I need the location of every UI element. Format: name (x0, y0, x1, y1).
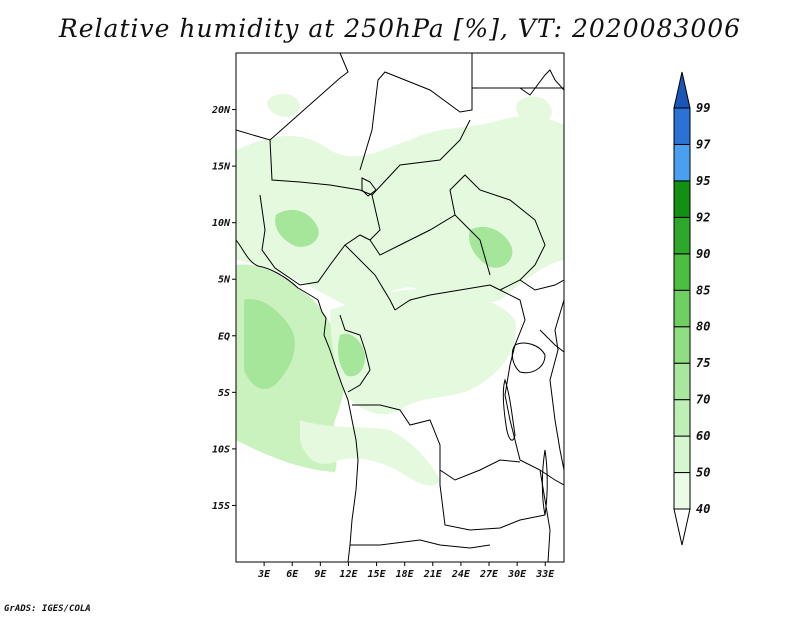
colorbar-segment (673, 289, 691, 328)
lon-tick-label: 33E (535, 569, 555, 580)
colorbar: 40 50 60 70 75 80 85 90 92 95 97 99 (673, 71, 711, 546)
lake-malawi (541, 449, 548, 516)
border-ethiopia (519, 279, 564, 291)
colorbar-segment (673, 107, 691, 145)
border-nigeria (259, 194, 371, 286)
lat-tick-label: 5N (218, 275, 231, 286)
border-drc-south (352, 404, 521, 481)
latitude-axis: 20N 15N 10N 5N EQ 5S 10S 15S (211, 105, 236, 512)
lat-tick-label: 15N (212, 162, 231, 173)
colorbar-level-label: 50 (696, 466, 710, 480)
border-libya-chad (236, 53, 349, 141)
lon-tick-label: 12E (339, 569, 358, 580)
lat-tick-label: 10N (212, 218, 231, 229)
border-niger-chad (269, 139, 381, 241)
colorbar-level-label: 70 (696, 393, 710, 407)
colorbar-segment (673, 180, 691, 218)
border-south-sudan (449, 174, 546, 291)
lake-chad (361, 177, 377, 197)
humidity-patch-4 (275, 209, 319, 247)
map-frame (235, 52, 565, 563)
longitude-axis: 3E 6E 9E 12E 15E 18E 21E 24E 27E 30E 33E (257, 562, 555, 580)
coastline-west (236, 239, 359, 562)
humidity-blob-nw (267, 93, 300, 117)
border-congo-gabon (339, 314, 371, 393)
border-kenya-tanzania (539, 329, 564, 353)
coastline-red-sea (519, 69, 564, 96)
humidity-blob-ne (516, 96, 552, 125)
lon-tick-label: 6E (286, 569, 299, 580)
humidity-patch-1 (244, 299, 295, 390)
lat-tick-label: 20N (211, 105, 231, 116)
colorbar-level-label: 92 (696, 210, 710, 224)
coastline-east (549, 299, 564, 471)
colorbar-segment (673, 143, 691, 182)
humidity-area-south (300, 420, 440, 486)
colorbar-level-label: 90 (696, 247, 710, 261)
colorbar-level-label: 99 (696, 101, 710, 115)
colorbar-min-triangle (673, 508, 691, 546)
lon-tick-label: 18E (396, 569, 415, 580)
humidity-area-north (236, 116, 564, 310)
colorbar-level-label: 95 (696, 174, 710, 188)
lake-tanganyika (502, 378, 516, 441)
colorbar-segment (673, 362, 691, 401)
border-namibia (350, 539, 491, 549)
colorbar-segment (673, 399, 691, 437)
lon-tick-label: 9E (314, 569, 327, 580)
lat-tick-label: 10S (212, 444, 230, 455)
colorbar-level-label: 75 (696, 356, 710, 370)
border-drc-east (499, 289, 526, 461)
colorbar-level-label: 80 (696, 320, 710, 334)
border-drc-car (394, 284, 501, 311)
lat-tick-label: EQ (218, 331, 230, 342)
humidity-area-central (330, 289, 516, 415)
colorbar-level-label: 97 (696, 137, 711, 151)
border-chad-sudan (371, 119, 471, 196)
colorbar-level-label: 40 (696, 502, 710, 516)
humidity-patch-2 (338, 333, 366, 377)
humidity-shading (236, 93, 564, 486)
colorbar-segment (673, 472, 691, 510)
border-angola-zambia (439, 470, 546, 531)
colorbar-level-label: 60 (696, 429, 710, 443)
humidity-patch-3 (469, 226, 513, 268)
border-libya-sudan (359, 53, 473, 171)
border-car-sudan (369, 214, 491, 276)
colorbar-segment (673, 253, 691, 291)
lat-tick-label: 5S (218, 388, 230, 399)
colorbar-segment (673, 326, 691, 364)
lon-tick-label: 21E (423, 569, 443, 580)
lake-victoria (511, 342, 546, 374)
lon-tick-label: 30E (507, 569, 527, 580)
lon-tick-label: 27E (479, 569, 499, 580)
footer-credit: GrADS: IGES/COLA (4, 604, 91, 614)
border-cameroon-car (344, 244, 396, 311)
colorbar-segment (673, 216, 691, 255)
lon-tick-label: 15E (368, 569, 387, 580)
colorbar-segment (673, 435, 691, 474)
country-borders (236, 53, 564, 562)
colorbar-max-triangle (673, 71, 691, 109)
map-title: Relative humidity at 250hPa [%], VT: 202… (58, 14, 742, 43)
colorbar-level-label: 85 (696, 283, 710, 297)
lat-tick-label: 15S (212, 501, 230, 512)
lon-tick-label: 24E (451, 569, 471, 580)
lon-tick-label: 3E (257, 569, 271, 580)
